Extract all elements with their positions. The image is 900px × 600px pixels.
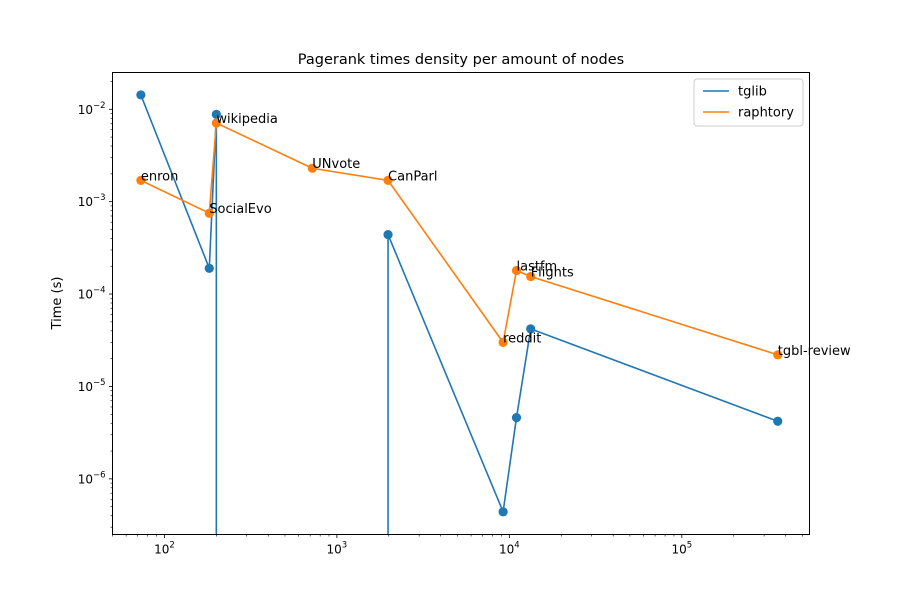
annotation-label: wikipedia — [216, 112, 277, 127]
raphtory-point — [773, 350, 783, 360]
y-tick-label: 10−2 — [78, 101, 106, 117]
x-axis-ticks: 102 103 104 105 — [112, 534, 803, 557]
raphtory-segment — [530, 275, 778, 356]
raphtory-segment — [502, 270, 518, 343]
x-tick-label: 103 — [327, 541, 348, 557]
tglib-point — [498, 507, 508, 517]
raphtory-segment — [312, 167, 389, 182]
y-tick-label: 10−6 — [78, 470, 106, 486]
tglib-point — [773, 416, 783, 426]
raphtory-segment — [208, 122, 218, 214]
tglib-point — [136, 90, 146, 100]
annotations: enron SocialEvo wikipedia UNvote CanParl redd… — [141, 112, 851, 359]
tglib-segment — [502, 417, 518, 512]
tglib-segment — [530, 328, 779, 423]
y-tick-label: 10−4 — [78, 286, 106, 302]
x-tick-label: 105 — [671, 541, 692, 557]
axes-frame — [112, 72, 810, 535]
y-tick-label: 10−3 — [78, 193, 106, 209]
tglib-point — [211, 109, 221, 119]
tglib-point — [383, 230, 393, 240]
series-tglib — [136, 90, 783, 535]
raphtory-segment — [215, 122, 313, 169]
annotation-label: lastfm — [516, 259, 557, 274]
annotation-label: UNvote — [312, 157, 360, 172]
tglib-point — [511, 413, 522, 423]
annotation-label: Flights — [531, 265, 574, 280]
x-tick-label: 102 — [154, 541, 175, 557]
raphtory-point — [526, 271, 536, 282]
raphtory-point — [511, 265, 522, 276]
raphtory-point — [383, 175, 393, 185]
raphtory-point — [498, 337, 508, 347]
annotation-label: enron — [141, 169, 179, 184]
chart-title: Pagerank times density per amount of nod… — [298, 52, 624, 68]
raphtory-segment — [387, 179, 504, 343]
raphtory-point — [204, 208, 214, 218]
annotation-label: SocialEvo — [209, 202, 271, 217]
tglib-point — [526, 324, 536, 334]
annotation-label: reddit — [503, 331, 541, 346]
legend-label-tglib: tglib — [738, 85, 767, 100]
tglib-point — [204, 263, 214, 273]
legend-label-raphtory: raphtory — [738, 106, 794, 121]
raphtory-point — [211, 118, 221, 128]
series-raphtory — [136, 118, 783, 360]
x-tick-label: 104 — [499, 541, 520, 557]
annotation-label: tgbl-review — [778, 344, 851, 359]
raphtory-point — [307, 163, 317, 173]
annotation-label: CanParl — [388, 169, 437, 184]
tglib-segment — [387, 234, 504, 513]
raphtory-segment — [140, 179, 210, 214]
tglib-segment — [140, 94, 211, 269]
raphtory-point — [136, 175, 146, 185]
y-axis-label: Time (s) — [50, 277, 65, 331]
tglib-segment — [515, 328, 532, 418]
legend: tglib raphtory — [693, 78, 804, 127]
plot-area — [136, 90, 783, 535]
y-tick-label: 10−5 — [78, 378, 106, 394]
y-axis-ticks: 10−6 10−5 10−4 10−3 10−2 — [78, 81, 113, 528]
